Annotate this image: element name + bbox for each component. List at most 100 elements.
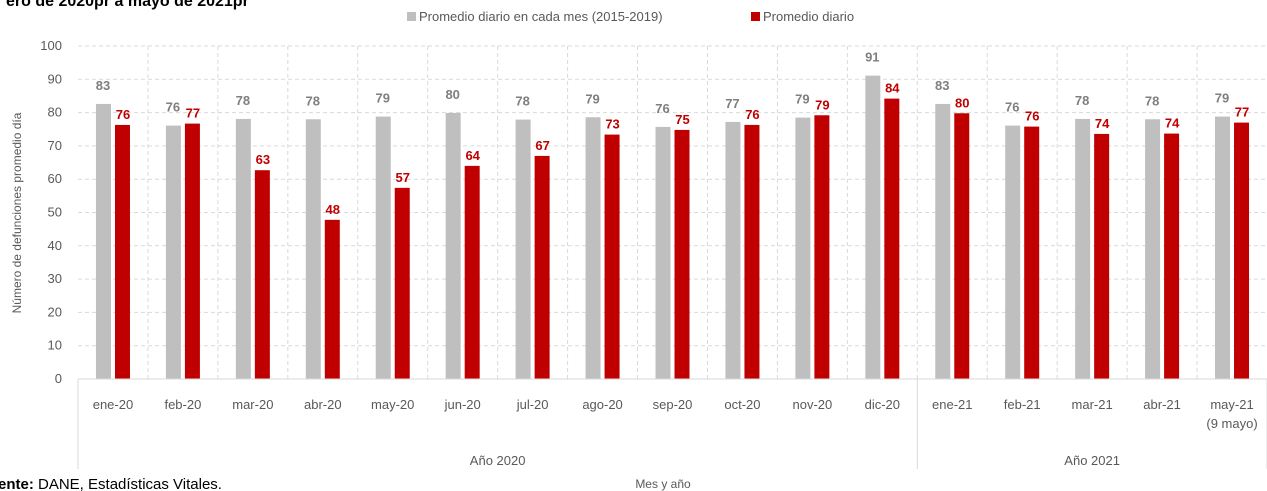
bar — [954, 113, 970, 380]
data-label: 80 — [445, 87, 459, 102]
bar — [1094, 133, 1110, 379]
data-label: 84 — [885, 81, 900, 96]
legend-label-historical: Promedio diario en cada mes (2015-2019) — [419, 9, 663, 24]
x-tick-label: may-20 — [371, 397, 414, 412]
x-axis-title: Mes y año — [635, 477, 691, 491]
data-label: 63 — [256, 152, 270, 167]
y-axis-title: Número de defunciones promedio día — [10, 112, 24, 313]
data-label: 77 — [1235, 105, 1249, 120]
legend-label-daily: Promedio diario — [763, 9, 854, 24]
source-prefix: ente: — [0, 476, 34, 491]
x-tick-label: feb-20 — [164, 397, 201, 412]
data-label: 73 — [605, 117, 619, 132]
data-label: 91 — [865, 50, 879, 65]
bar — [1234, 122, 1250, 379]
bar — [1215, 116, 1231, 379]
bar — [235, 118, 251, 379]
data-label: 80 — [955, 95, 969, 110]
x-tick-label: ene-20 — [93, 397, 133, 412]
bar — [515, 119, 531, 379]
y-tick-label: 40 — [48, 238, 62, 253]
data-label: 79 — [585, 91, 599, 106]
y-tick-label: 90 — [48, 71, 62, 86]
bar — [674, 129, 690, 379]
bar — [884, 98, 900, 379]
bar — [585, 117, 601, 380]
data-label: 79 — [815, 97, 829, 112]
bar — [394, 187, 410, 379]
x-tick-label: may-21 — [1210, 397, 1253, 412]
data-label: 77 — [186, 106, 200, 121]
x-tick-label: dic-20 — [865, 397, 900, 412]
bar — [534, 155, 550, 379]
x-tick-label: nov-20 — [793, 397, 833, 412]
legend-swatch-historical — [407, 12, 416, 21]
y-tick-label: 100 — [40, 38, 62, 53]
bar — [184, 123, 200, 380]
data-label: 48 — [326, 202, 340, 217]
bar — [604, 134, 620, 379]
group-label: Año 2020 — [470, 453, 526, 468]
data-label: 76 — [116, 107, 130, 122]
data-label: 79 — [795, 92, 809, 107]
source-text: DANE, Estadísticas Vitales. — [34, 476, 222, 491]
x-tick-label: oct-20 — [724, 397, 760, 412]
legend: Promedio diario en cada mes (2015-2019) … — [407, 9, 854, 24]
bar — [445, 112, 461, 380]
data-label: 78 — [236, 93, 250, 108]
data-label: 76 — [745, 107, 759, 122]
bar — [655, 126, 671, 379]
bar — [324, 219, 340, 379]
chart-title: ero de 2020pr a mayo de 2021pr — [6, 0, 249, 10]
x-tick-label: abr-21 — [1143, 397, 1181, 412]
data-label: 78 — [515, 94, 529, 109]
bar — [1005, 125, 1021, 379]
bar — [744, 124, 760, 380]
y-tick-label: 20 — [48, 304, 62, 319]
y-tick-label: 30 — [48, 271, 62, 286]
data-label: 74 — [1095, 116, 1110, 131]
bar — [464, 165, 480, 379]
y-tick-label: 80 — [48, 105, 62, 120]
x-tick-label: jun-20 — [444, 397, 481, 412]
data-label: 83 — [96, 78, 110, 93]
group-label: Año 2021 — [1064, 453, 1120, 468]
bar — [795, 117, 811, 379]
x-tick-label: ago-20 — [582, 397, 622, 412]
data-label: 78 — [1075, 93, 1089, 108]
data-label: 76 — [1025, 109, 1039, 124]
bar — [1164, 133, 1180, 379]
x-tick-label: jul-20 — [516, 397, 549, 412]
bar — [865, 75, 881, 380]
data-label: 64 — [465, 148, 480, 163]
data-label: 79 — [1215, 91, 1229, 106]
bar — [814, 115, 830, 379]
bar — [1075, 118, 1091, 379]
bar — [95, 103, 111, 379]
bar — [1024, 126, 1040, 379]
bars — [95, 75, 1250, 380]
y-tick-label: 0 — [55, 371, 62, 386]
data-label: 76 — [166, 100, 180, 115]
gridlines — [78, 45, 1267, 379]
data-label: 78 — [1145, 93, 1159, 108]
data-labels: 83 76 76 77 78 63 78 48 79 57 80 64 78 67 79 73 76 75 77 76… — [96, 50, 1250, 217]
y-tick-label: 50 — [48, 205, 62, 220]
bar — [305, 119, 321, 379]
data-label: 76 — [1005, 100, 1019, 115]
bar — [935, 103, 951, 379]
x-axis: ene-20 feb-20 mar-20 abr-20 may-20 jun-20 jul-… — [77, 378, 1267, 469]
bar — [375, 116, 391, 379]
x-tick-label: abr-20 — [304, 397, 342, 412]
x-tick-label: ene-21 — [932, 397, 972, 412]
source-note: ente: DANE, Estadísticas Vitales. — [0, 476, 222, 491]
data-label: 76 — [655, 101, 669, 116]
x-tick-label: mar-21 — [1072, 397, 1113, 412]
bar — [165, 125, 181, 379]
data-label: 57 — [396, 170, 410, 185]
bar — [254, 170, 270, 379]
y-tick-label: 60 — [48, 171, 62, 186]
x-tick-label: mar-20 — [232, 397, 273, 412]
x-tick-label: feb-21 — [1004, 397, 1041, 412]
